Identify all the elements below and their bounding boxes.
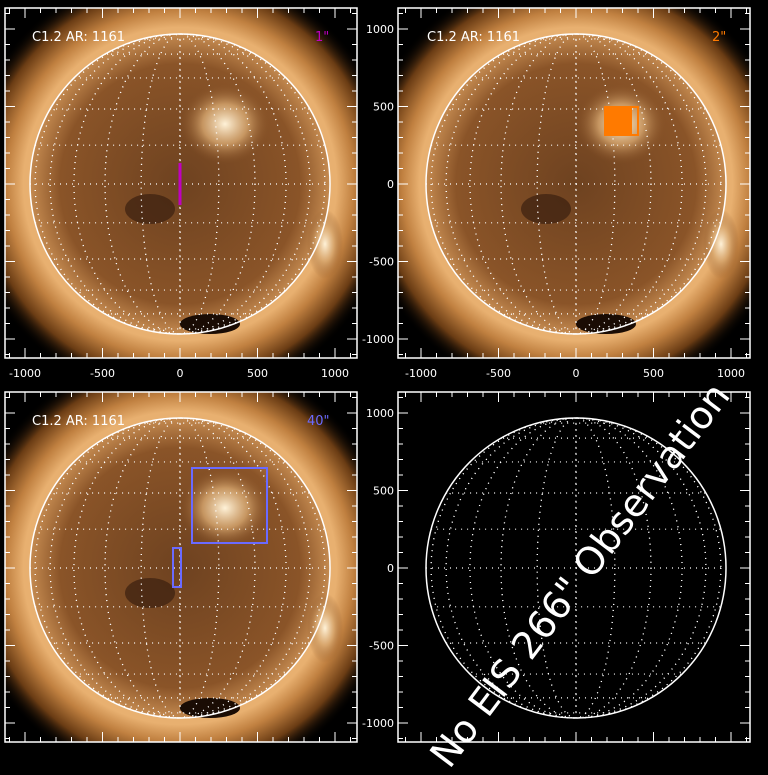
x-tick-label: 0 bbox=[177, 367, 184, 380]
panel-tl-label: C1.2 AR: 1161 bbox=[32, 30, 125, 45]
coronal-hole bbox=[521, 194, 571, 224]
panel-tr: -1000 -1000 -500 -500 0 0 500 500 1000 1000 bbox=[359, 0, 768, 402]
x-tick-label: 0 bbox=[573, 367, 580, 380]
panel-tl-tag: 1" bbox=[315, 30, 329, 45]
y-tick-label: 1000 bbox=[366, 407, 394, 420]
panel-content bbox=[359, 0, 768, 402]
y-tick-label: 0 bbox=[387, 562, 394, 575]
x-tick-label: 500 bbox=[247, 367, 268, 380]
x-tick-label: -1000 bbox=[405, 367, 437, 380]
y-tick-label: -500 bbox=[369, 256, 394, 269]
active-region bbox=[180, 84, 270, 164]
raster-2arcsec-fill bbox=[605, 107, 632, 135]
panel-bl-label: C1.2 AR: 1161 bbox=[32, 414, 125, 429]
x-tick-label: 500 bbox=[643, 367, 664, 380]
x-tick-label: 1000 bbox=[321, 367, 349, 380]
active-region bbox=[180, 468, 270, 548]
x-tick-label: -500 bbox=[90, 367, 115, 380]
y-tick-label: 500 bbox=[373, 101, 394, 114]
y-tick-label: -500 bbox=[369, 640, 394, 653]
coronal-hole bbox=[125, 194, 175, 224]
panel-content bbox=[0, 0, 398, 402]
panel-bl-tag: 40" bbox=[307, 414, 330, 429]
panel-tl: -1000 -500 0 500 1000 bbox=[0, 0, 398, 402]
y-tick-label: -1000 bbox=[362, 333, 394, 346]
y-tick-label: -1000 bbox=[362, 717, 394, 730]
coronal-hole bbox=[125, 578, 175, 608]
panel-tr-tag: 2" bbox=[712, 30, 726, 45]
y-tick-label: 0 bbox=[387, 178, 394, 191]
x-tick-label: 1000 bbox=[717, 367, 745, 380]
y-tick-label: 500 bbox=[373, 485, 394, 498]
y-tick-label: 1000 bbox=[366, 23, 394, 36]
x-tick-label: -500 bbox=[486, 367, 511, 380]
panel-tr-label: C1.2 AR: 1161 bbox=[427, 30, 520, 45]
x-tick-label: -1000 bbox=[9, 367, 41, 380]
